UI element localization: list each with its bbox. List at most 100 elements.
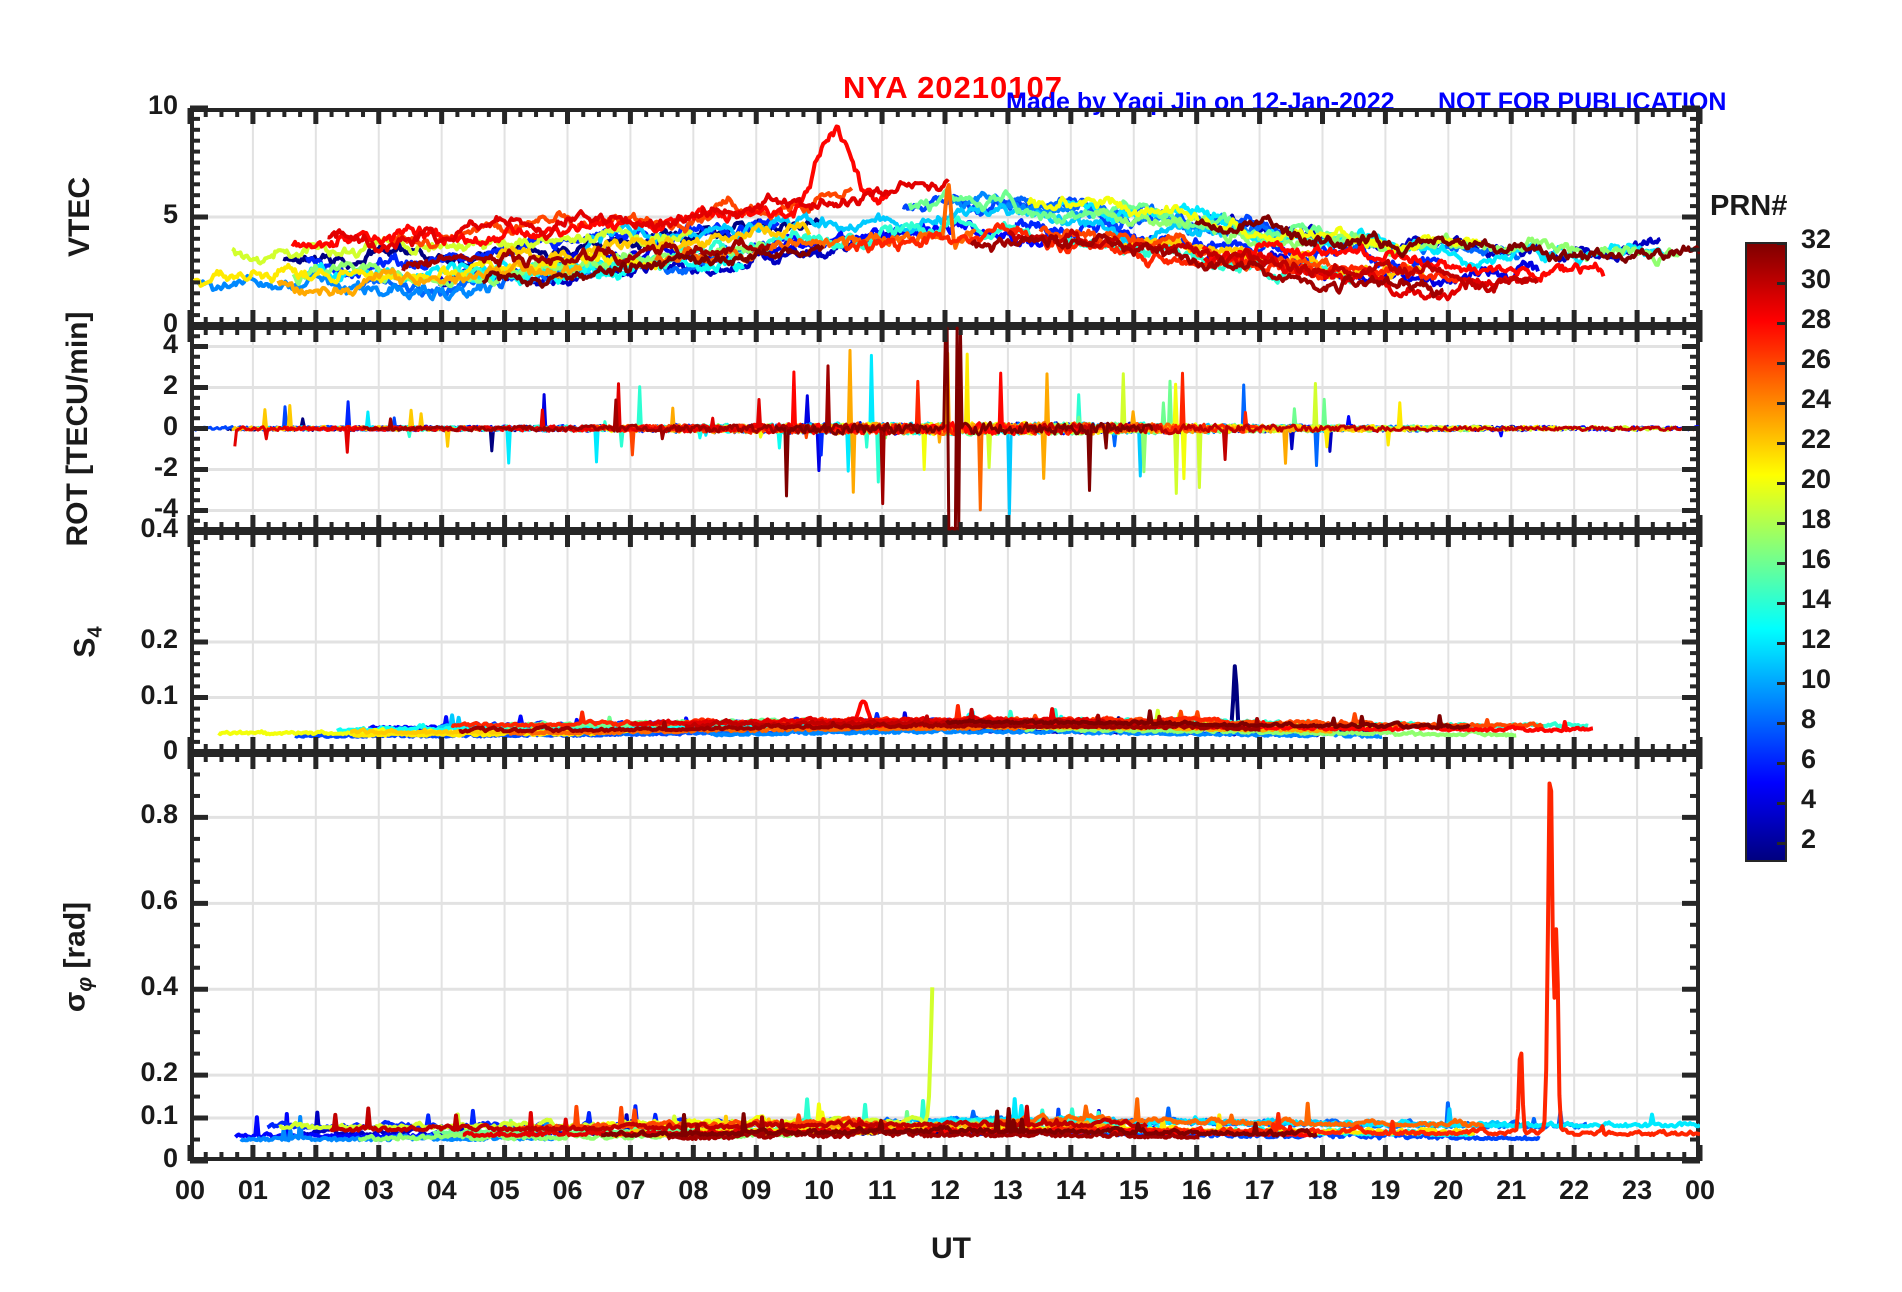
series-prn-23 xyxy=(276,258,583,297)
series-prn-28 xyxy=(290,124,892,250)
colorbar-tick-18: 18 xyxy=(1801,504,1832,534)
series-prn-9 xyxy=(709,718,1383,739)
colorbar-tick-32: 32 xyxy=(1801,224,1832,254)
panel-3-ticks xyxy=(187,528,1703,756)
panel-1-ytick-1: 5 xyxy=(162,199,178,229)
series-prn-32 xyxy=(481,244,825,289)
colorbar-tickmark-18 xyxy=(1777,522,1786,525)
x-tick-22: 22 xyxy=(1559,1175,1590,1205)
x-tick-1: 01 xyxy=(237,1175,268,1205)
panel-2-ylabel: ROT [TECU/min] xyxy=(61,311,94,546)
x-tick-5: 05 xyxy=(489,1175,520,1205)
colorbar-tickmark-24 xyxy=(1777,402,1786,405)
colorbar-tickmark-14 xyxy=(1777,602,1786,605)
series-prn-31 xyxy=(969,232,1444,299)
x-tick-8: 08 xyxy=(678,1175,709,1205)
colorbar-tick-16: 16 xyxy=(1801,544,1832,574)
colorbar-tickmark-10 xyxy=(1777,682,1786,685)
colorbar-tick-22: 22 xyxy=(1801,424,1832,454)
panel-2-ytick-3: 2 xyxy=(162,369,178,400)
panel-4-ylabel: σφ [rad] xyxy=(58,901,97,1013)
x-tick-11: 11 xyxy=(867,1175,897,1205)
panel-1-ylabel: VTEC xyxy=(63,176,96,258)
panel-2-ytick-2: 0 xyxy=(162,410,178,441)
colorbar-title: PRN# xyxy=(1710,190,1788,222)
x-tick-2: 02 xyxy=(300,1175,331,1205)
series-prn-32 xyxy=(774,326,1154,531)
colorbar-tickmark-4 xyxy=(1777,802,1786,805)
panel-2-ticks xyxy=(187,324,1703,533)
x-tick-7: 07 xyxy=(615,1175,646,1205)
series-prn-25 xyxy=(508,720,1029,736)
series-prn-30 xyxy=(1007,228,1539,294)
colorbar-tick-28: 28 xyxy=(1801,304,1832,334)
panel-3-ytick-0: 0 xyxy=(162,735,178,765)
series-prn-27 xyxy=(843,222,1462,284)
panel-1-ytick-0: 0 xyxy=(162,308,178,338)
x-tick-23: 23 xyxy=(1622,1175,1653,1205)
colorbar-tickmark-12 xyxy=(1777,642,1786,645)
x-tick-10: 10 xyxy=(804,1175,835,1205)
panel-3-ytick-3: 0.4 xyxy=(140,513,178,543)
series-prn-31 xyxy=(458,713,1261,734)
colorbar-tickmark-2 xyxy=(1777,842,1786,845)
panel-3-plot xyxy=(190,531,1700,753)
x-tick-12: 12 xyxy=(929,1175,961,1205)
panel-4-ytick-2: 0.2 xyxy=(140,1057,178,1088)
x-axis-label: UT xyxy=(931,1232,971,1265)
colorbar-tick-24: 24 xyxy=(1801,384,1832,414)
colorbar-tickmark-16 xyxy=(1777,562,1786,565)
x-tick-9: 09 xyxy=(741,1175,772,1205)
colorbar-tickmark-6 xyxy=(1777,762,1786,765)
x-tick-14: 14 xyxy=(1055,1175,1086,1205)
panel-1-ticks xyxy=(187,105,1703,329)
panel-2-ytick-1: -2 xyxy=(153,451,178,482)
series-prn-31 xyxy=(362,364,921,506)
series-prn-25 xyxy=(993,1097,1485,1129)
x-tick-19: 19 xyxy=(1370,1175,1401,1205)
colorbar-tick-20: 20 xyxy=(1801,464,1832,494)
colorbar-tickmark-26 xyxy=(1777,362,1786,365)
panel-2-ytick-4: 4 xyxy=(162,328,178,359)
series-prn-32 xyxy=(945,709,1471,730)
panel-2-plot xyxy=(190,326,1700,531)
panel-3-ytick-2: 0.2 xyxy=(140,624,178,654)
series-prn-32 xyxy=(600,1107,1318,1138)
x-tick-4: 04 xyxy=(426,1175,457,1205)
series-prn-31 xyxy=(401,236,771,272)
colorbar-tickmark-22 xyxy=(1777,442,1786,445)
panel-3-ylabel: S4 xyxy=(68,626,107,658)
colorbar-tick-12: 12 xyxy=(1801,624,1832,654)
panel-4-plot xyxy=(190,753,1700,1161)
panel-4-ytick-5: 0.8 xyxy=(140,799,178,830)
series-prn-31 xyxy=(666,1115,1200,1141)
series-prn-26 xyxy=(1038,225,1331,272)
colorbar-tick-6: 6 xyxy=(1801,744,1817,774)
colorbar-tick-14: 14 xyxy=(1801,584,1832,614)
panel-3-ytick-1: 0.1 xyxy=(140,679,178,710)
colorbar-gradient[interactable] xyxy=(1745,242,1787,862)
series-prn-9 xyxy=(196,270,494,302)
x-tick-18: 18 xyxy=(1307,1175,1338,1205)
colorbar-tickmark-30 xyxy=(1777,282,1786,285)
colorbar-tick-26: 26 xyxy=(1801,344,1832,374)
series-prn-29 xyxy=(327,178,950,254)
series-prn-32 xyxy=(1194,214,1700,264)
x-tick-21: 21 xyxy=(1496,1175,1527,1205)
panel-4-ytick-4: 0.6 xyxy=(140,885,178,916)
x-tick-24: 00 xyxy=(1684,1175,1716,1205)
colorbar-tickmark-20 xyxy=(1777,482,1786,485)
panel-4-ytick-3: 0.4 xyxy=(140,971,178,1002)
x-tick-6: 06 xyxy=(552,1175,583,1205)
colorbar-tick-4: 4 xyxy=(1801,784,1817,814)
colorbar-tickmark-28 xyxy=(1777,322,1786,325)
series-prn-5 xyxy=(751,219,1057,251)
colorbar-tickmark-8 xyxy=(1777,722,1786,725)
x-tick-0: 00 xyxy=(174,1175,206,1205)
panel-2-ytick-0: -4 xyxy=(153,492,178,523)
panel-1-ytick-2: 10 xyxy=(147,90,178,120)
x-tick-17: 17 xyxy=(1244,1175,1275,1205)
colorbar-tick-10: 10 xyxy=(1801,664,1832,694)
colorbar-tick-30: 30 xyxy=(1801,264,1832,294)
x-tick-20: 20 xyxy=(1433,1175,1464,1205)
